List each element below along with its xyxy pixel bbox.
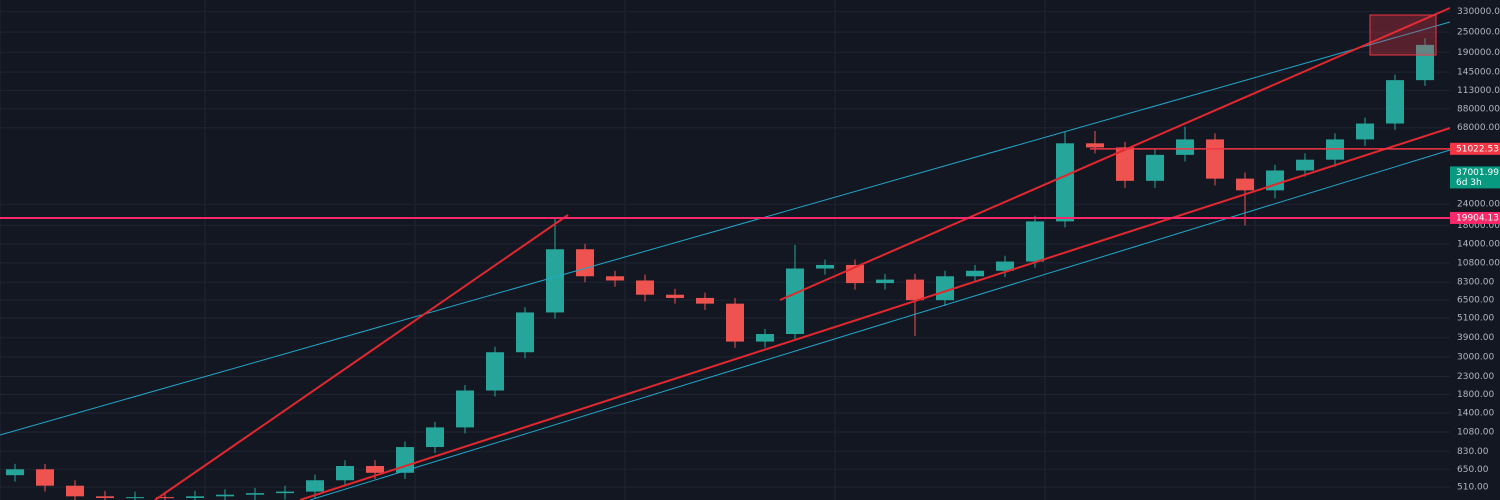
candle-body (1176, 139, 1194, 155)
target-box (1369, 14, 1437, 56)
candle-body (246, 493, 264, 495)
y-tick-label: 8300.00 (1457, 278, 1494, 288)
candle-body (186, 496, 204, 498)
y-tick-label: 88000.00 (1457, 104, 1500, 114)
y-tick-label: 3000.00 (1457, 352, 1494, 362)
candle-body (366, 465, 384, 473)
y-tick-label: 14000.00 (1457, 239, 1500, 249)
trend-line (0, 21, 1451, 436)
y-tick-label: 2300.00 (1457, 372, 1494, 382)
candle-body (816, 264, 834, 269)
candle-body (756, 334, 774, 342)
candle-body (1386, 80, 1404, 124)
countdown-label: 6d 3h (1456, 178, 1482, 188)
candle-body (1416, 44, 1434, 81)
candle-body (156, 497, 174, 499)
candle-body (96, 496, 114, 498)
price-label-box (1450, 166, 1500, 189)
candle-body (456, 390, 474, 428)
y-tick-label: 10800.00 (1457, 258, 1500, 268)
y-tick-label: 1400.00 (1457, 408, 1494, 418)
candle-body (906, 279, 924, 301)
y-tick-label: 68000.00 (1457, 123, 1500, 133)
drawings (0, 7, 1451, 500)
y-tick-label: 113000.00 (1457, 86, 1500, 96)
candle-body (1026, 221, 1044, 262)
price-label: 37001.99 (1456, 168, 1499, 178)
candle-body (576, 249, 594, 277)
candle-body (606, 276, 624, 281)
y-tick-label: 18000.00 (1457, 221, 1500, 231)
candle-body (1206, 139, 1224, 179)
candle-body (126, 497, 144, 499)
y-tick-label: 1080.00 (1457, 428, 1494, 438)
candle-body (1056, 143, 1074, 222)
candle-body (1236, 178, 1254, 191)
candle-body (426, 427, 444, 448)
candle-body (6, 469, 24, 476)
y-tick-label: 510.00 (1457, 483, 1489, 493)
candle-body (216, 494, 234, 497)
y-tick-label: 330000.00 (1457, 7, 1500, 17)
candle-body (1116, 147, 1134, 181)
candle-body (1146, 154, 1164, 181)
y-tick-label: 145000.00 (1457, 68, 1500, 78)
y-tick-label: 190000.00 (1457, 48, 1500, 58)
candle-body (1356, 123, 1374, 140)
price-label-box (1450, 211, 1500, 224)
price-label: 19904.13 (1456, 213, 1499, 223)
grid (0, 0, 1450, 500)
y-tick-label: 830.00 (1457, 447, 1489, 457)
y-tick-label: 6500.00 (1457, 296, 1494, 306)
price-label-box (1450, 142, 1500, 155)
price-label: 51022.53 (1456, 144, 1499, 154)
candle-body (1086, 143, 1104, 148)
candle-body (516, 312, 534, 353)
y-tick-label: 24000.00 (1457, 200, 1500, 210)
y-tick-label: 250000.00 (1457, 28, 1500, 38)
candle-body (486, 352, 504, 391)
candle-body (936, 276, 954, 301)
candle-body (786, 268, 804, 335)
candle-body (696, 297, 714, 304)
candle-body (546, 249, 564, 313)
y-tick-label: 650.00 (1457, 465, 1489, 475)
trend-line (154, 214, 569, 500)
candle-body (666, 294, 684, 298)
candle-body (726, 303, 744, 342)
candle-body (876, 279, 894, 284)
candles (6, 38, 1434, 500)
candle-body (276, 491, 294, 494)
trend-line (299, 127, 1451, 500)
price-axis (1450, 0, 1500, 500)
y-tick-label: 3900.00 (1457, 333, 1494, 343)
candle-body (66, 485, 84, 497)
y-tick-label: 1800.00 (1457, 390, 1494, 400)
candle-body (36, 469, 54, 486)
trend-line (309, 149, 1451, 500)
candle-body (336, 465, 354, 481)
trend-line (779, 7, 1451, 301)
axis: 330000.00 250000.00 190000.00 145000.00 1130… (1457, 7, 1500, 492)
candle-body (996, 261, 1014, 271)
candle-body (636, 280, 654, 295)
y-tick-label: 5100.00 (1457, 313, 1494, 323)
candle-body (396, 447, 414, 473)
candle-body (306, 480, 324, 492)
candle-body (1296, 159, 1314, 171)
candle-body (966, 270, 984, 277)
